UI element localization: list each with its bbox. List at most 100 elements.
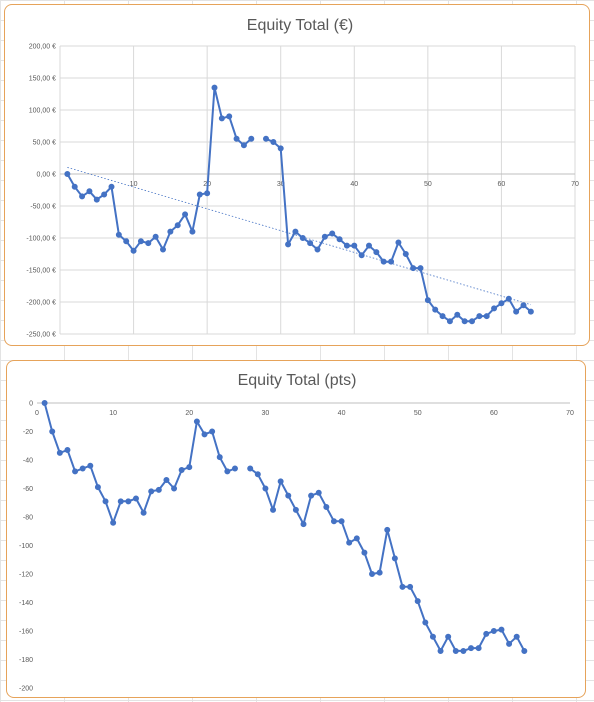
y-tick-label: -200,00 € bbox=[26, 300, 56, 307]
y-tick-label: -20 bbox=[23, 429, 33, 436]
data-point bbox=[307, 240, 314, 247]
data-point bbox=[93, 196, 100, 203]
data-point bbox=[527, 308, 534, 315]
data-point bbox=[94, 484, 101, 491]
data-point bbox=[399, 583, 406, 590]
data-point bbox=[506, 640, 513, 647]
data-point bbox=[123, 238, 130, 245]
data-point bbox=[218, 115, 225, 122]
data-point bbox=[366, 242, 372, 249]
data-point bbox=[437, 647, 444, 654]
data-point bbox=[130, 247, 137, 254]
data-point bbox=[376, 569, 383, 576]
data-point bbox=[417, 265, 424, 272]
data-point bbox=[380, 258, 387, 265]
data-point bbox=[87, 462, 94, 469]
data-point bbox=[330, 518, 337, 525]
data-point bbox=[498, 626, 505, 633]
data-point bbox=[299, 235, 306, 241]
data-point bbox=[196, 191, 203, 198]
data-point bbox=[491, 305, 498, 312]
series-line bbox=[66, 86, 532, 323]
data-point bbox=[254, 471, 261, 478]
chart-title: Equity Total (€) bbox=[247, 17, 353, 34]
data-point bbox=[140, 509, 147, 516]
data-point bbox=[285, 492, 292, 499]
data-point bbox=[171, 485, 178, 492]
y-tick-label: 100,00 € bbox=[29, 108, 56, 115]
data-point bbox=[231, 465, 238, 472]
y-tick-label: -200 bbox=[19, 686, 33, 693]
data-point bbox=[233, 135, 240, 142]
data-point bbox=[336, 236, 343, 243]
y-tick-label: 50,00 € bbox=[33, 140, 56, 147]
data-point bbox=[132, 495, 139, 502]
data-point bbox=[468, 645, 475, 652]
data-point bbox=[323, 504, 330, 511]
data-point bbox=[321, 233, 328, 240]
y-tick-label: -100,00 € bbox=[26, 236, 56, 243]
data-point bbox=[108, 183, 115, 190]
data-point bbox=[71, 183, 78, 190]
data-point bbox=[79, 193, 86, 200]
data-point bbox=[216, 454, 223, 461]
data-point bbox=[346, 539, 353, 546]
y-tick-label: -40 bbox=[23, 458, 33, 465]
data-point bbox=[204, 190, 211, 197]
data-point bbox=[315, 489, 322, 496]
data-point bbox=[247, 465, 254, 472]
data-point bbox=[424, 297, 431, 304]
data-point bbox=[101, 191, 108, 198]
data-point bbox=[64, 447, 71, 454]
data-point bbox=[137, 238, 144, 245]
data-point bbox=[521, 647, 528, 654]
data-point bbox=[189, 228, 196, 235]
y-tick-label: -80 bbox=[23, 515, 33, 522]
chart-title: Equity Total (pts) bbox=[238, 372, 357, 389]
x-tick-label: 10 bbox=[130, 181, 138, 188]
data-point bbox=[461, 318, 468, 325]
y-tick-label: -60 bbox=[23, 486, 33, 493]
x-tick-label: 20 bbox=[185, 410, 193, 417]
data-point bbox=[41, 400, 48, 406]
data-point bbox=[186, 464, 193, 471]
data-point bbox=[395, 239, 402, 246]
data-point bbox=[201, 431, 208, 438]
data-point bbox=[469, 318, 475, 325]
data-point bbox=[163, 476, 170, 483]
data-point bbox=[483, 630, 490, 637]
data-point bbox=[160, 246, 166, 253]
data-point bbox=[56, 449, 63, 456]
data-point bbox=[361, 549, 368, 556]
data-point bbox=[72, 468, 79, 475]
data-point bbox=[277, 478, 284, 485]
data-point bbox=[369, 571, 376, 577]
data-point bbox=[308, 492, 315, 499]
y-tick-label: -140 bbox=[19, 600, 33, 607]
data-point bbox=[373, 249, 380, 256]
data-point bbox=[224, 468, 231, 475]
data-point bbox=[445, 633, 452, 640]
data-point bbox=[300, 521, 307, 528]
data-point bbox=[240, 142, 247, 149]
data-point bbox=[148, 488, 155, 495]
x-tick-label: 40 bbox=[350, 181, 358, 188]
data-point bbox=[209, 428, 216, 435]
data-point bbox=[79, 465, 86, 472]
data-point bbox=[446, 318, 453, 325]
y-tick-label: 0,00 € bbox=[37, 172, 57, 179]
data-point bbox=[329, 230, 336, 237]
data-point bbox=[248, 135, 255, 142]
chart-equity-euro-plot: Equity Total (€)200,00 €150,00 €100,00 €… bbox=[26, 17, 579, 339]
x-tick-label: 60 bbox=[490, 410, 498, 417]
data-point bbox=[476, 313, 483, 320]
data-point bbox=[145, 240, 152, 247]
x-tick-label: 70 bbox=[566, 410, 574, 417]
y-tick-label: -120 bbox=[19, 572, 33, 579]
data-point bbox=[277, 145, 284, 152]
x-tick-label: 50 bbox=[424, 181, 432, 188]
data-point bbox=[125, 498, 132, 505]
data-point bbox=[343, 242, 350, 249]
x-tick-label: 30 bbox=[262, 410, 270, 417]
data-point bbox=[388, 258, 395, 265]
